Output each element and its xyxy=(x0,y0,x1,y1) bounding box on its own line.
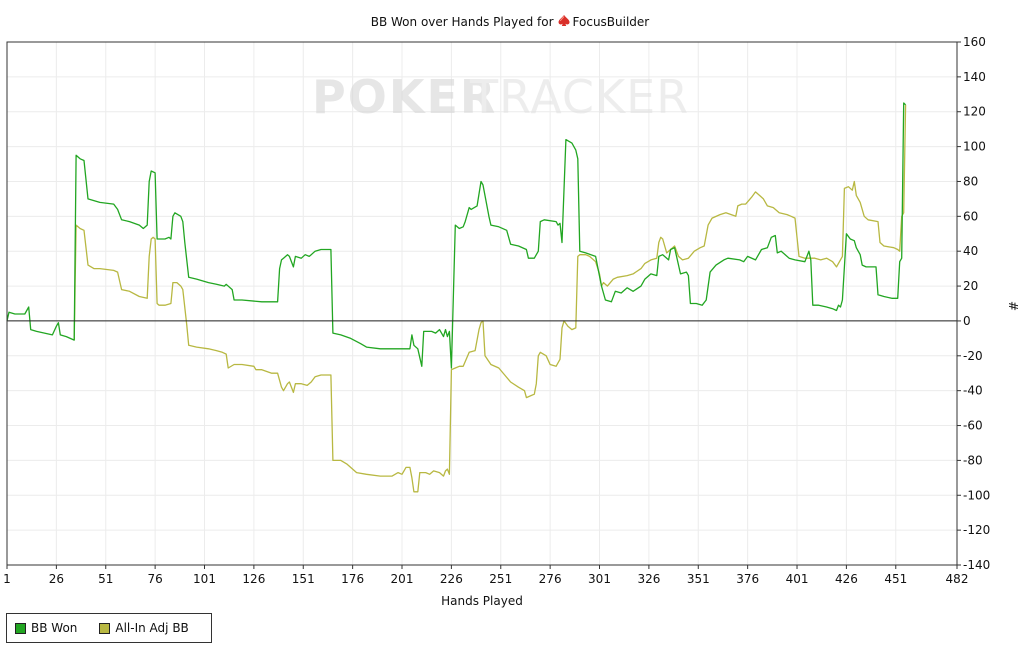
legend: BB Won All-In Adj BB xyxy=(6,613,212,643)
x-tick-label: 201 xyxy=(391,572,414,586)
y-tick-label: -140 xyxy=(963,558,990,572)
x-axis-label: Hands Played xyxy=(441,594,523,608)
watermark-poker: POKER xyxy=(312,70,497,124)
x-tick-label: 151 xyxy=(292,572,315,586)
x-tick-label: 351 xyxy=(687,572,710,586)
spade-icon xyxy=(558,15,570,26)
x-tick-label: 26 xyxy=(49,572,64,586)
x-tick-label: 126 xyxy=(242,572,265,586)
series-layer xyxy=(6,102,907,493)
y-tick-label: 80 xyxy=(963,174,978,188)
y-tick-label: 140 xyxy=(963,70,986,84)
legend-label-bb-won: BB Won xyxy=(31,621,78,635)
legend-swatch-bb-won xyxy=(15,622,26,634)
y-tick-label: 20 xyxy=(963,279,978,293)
x-tick-label: 401 xyxy=(786,572,809,586)
x-tick-label: 276 xyxy=(539,572,562,586)
y-tick-label: 60 xyxy=(963,209,978,223)
watermark-tracker: TRACKER xyxy=(469,70,689,124)
legend-item-bb-won[interactable]: BB Won xyxy=(15,621,77,635)
x-tick-label: 426 xyxy=(835,572,858,586)
legend-label-all-in-adj-bb: All-In Adj BB xyxy=(115,621,189,635)
x-tick-label: 251 xyxy=(489,572,512,586)
x-tick-label: 226 xyxy=(440,572,463,586)
y-tick-label: 160 xyxy=(963,35,986,49)
x-tick-label: 51 xyxy=(98,572,113,586)
x-tick-label: 76 xyxy=(147,572,162,586)
chart-title-player: FocusBuilder xyxy=(573,15,650,29)
legend-swatch-all-in-adj-bb xyxy=(99,622,111,634)
series-line-bb-won xyxy=(6,102,907,369)
y-axis-label: # xyxy=(1006,301,1020,311)
x-tick-label: 482 xyxy=(946,572,969,586)
y-axis: -140 -120 -100 -80 -60 -40 -20 0 20 40 60 80 100 120 1… xyxy=(957,35,990,572)
y-tick-label: -20 xyxy=(963,349,983,363)
plot-frame xyxy=(6,41,958,566)
x-tick-label: 301 xyxy=(588,572,611,586)
y-tick-label: 100 xyxy=(963,140,986,154)
pokertracker-watermark: POKER TRACKER xyxy=(312,70,689,124)
legend-item-all-in-adj-bb[interactable]: All-In Adj BB xyxy=(99,621,189,635)
y-tick-label: -40 xyxy=(963,384,983,398)
y-tick-label: -60 xyxy=(963,419,983,433)
y-tick-label: -100 xyxy=(963,488,990,502)
plot-area xyxy=(7,42,957,565)
x-tick-label: 1 xyxy=(3,572,11,586)
x-tick-label: 101 xyxy=(193,572,216,586)
chart-title-prefix: BB Won over Hands Played for xyxy=(371,15,554,29)
y-tick-label: -120 xyxy=(963,523,990,537)
y-tick-label: 40 xyxy=(963,244,978,258)
y-tick-label: -80 xyxy=(963,453,983,467)
x-tick-label: 451 xyxy=(884,572,907,586)
x-tick-label: 326 xyxy=(637,572,660,586)
x-tick-label: 376 xyxy=(736,572,759,586)
chart-title: BB Won over Hands Played for FocusBuilde… xyxy=(371,15,650,29)
y-tick-label: 0 xyxy=(963,314,971,328)
x-axis: 1 26 51 76 101 126 151 176 201 226 251 276 301 326 351… xyxy=(3,565,968,586)
series-line-all-in-adj-bb xyxy=(73,104,907,493)
y-tick-label: 120 xyxy=(963,105,986,119)
x-tick-label: 176 xyxy=(341,572,364,586)
